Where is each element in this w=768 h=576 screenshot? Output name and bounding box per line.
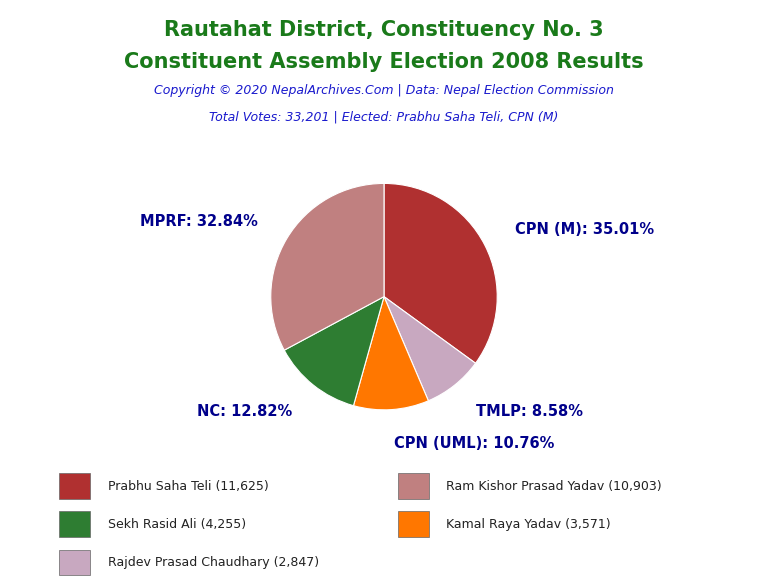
- Text: Rautahat District, Constituency No. 3: Rautahat District, Constituency No. 3: [164, 20, 604, 40]
- FancyBboxPatch shape: [398, 511, 429, 537]
- Text: MPRF: 32.84%: MPRF: 32.84%: [140, 214, 258, 229]
- Text: Ram Kishor Prasad Yadav (10,903): Ram Kishor Prasad Yadav (10,903): [446, 480, 662, 492]
- FancyBboxPatch shape: [59, 473, 91, 499]
- Text: Copyright © 2020 NepalArchives.Com | Data: Nepal Election Commission: Copyright © 2020 NepalArchives.Com | Dat…: [154, 84, 614, 97]
- Text: Kamal Raya Yadav (3,571): Kamal Raya Yadav (3,571): [446, 518, 611, 530]
- Wedge shape: [353, 297, 429, 410]
- Wedge shape: [271, 183, 384, 350]
- FancyBboxPatch shape: [398, 473, 429, 499]
- Wedge shape: [384, 297, 475, 401]
- FancyBboxPatch shape: [59, 511, 91, 537]
- Text: Prabhu Saha Teli (11,625): Prabhu Saha Teli (11,625): [108, 480, 268, 492]
- Text: Sekh Rasid Ali (4,255): Sekh Rasid Ali (4,255): [108, 518, 246, 530]
- Wedge shape: [384, 183, 497, 363]
- Text: CPN (M): 35.01%: CPN (M): 35.01%: [515, 222, 654, 237]
- FancyBboxPatch shape: [59, 550, 91, 575]
- Text: Total Votes: 33,201 | Elected: Prabhu Saha Teli, CPN (M): Total Votes: 33,201 | Elected: Prabhu Sa…: [210, 111, 558, 124]
- Text: Rajdev Prasad Chaudhary (2,847): Rajdev Prasad Chaudhary (2,847): [108, 556, 319, 569]
- Text: CPN (UML): 10.76%: CPN (UML): 10.76%: [393, 436, 554, 451]
- Text: TMLP: 8.58%: TMLP: 8.58%: [475, 404, 583, 419]
- Text: NC: 12.82%: NC: 12.82%: [197, 404, 292, 419]
- Text: Constituent Assembly Election 2008 Results: Constituent Assembly Election 2008 Resul…: [124, 52, 644, 72]
- Wedge shape: [284, 297, 384, 406]
